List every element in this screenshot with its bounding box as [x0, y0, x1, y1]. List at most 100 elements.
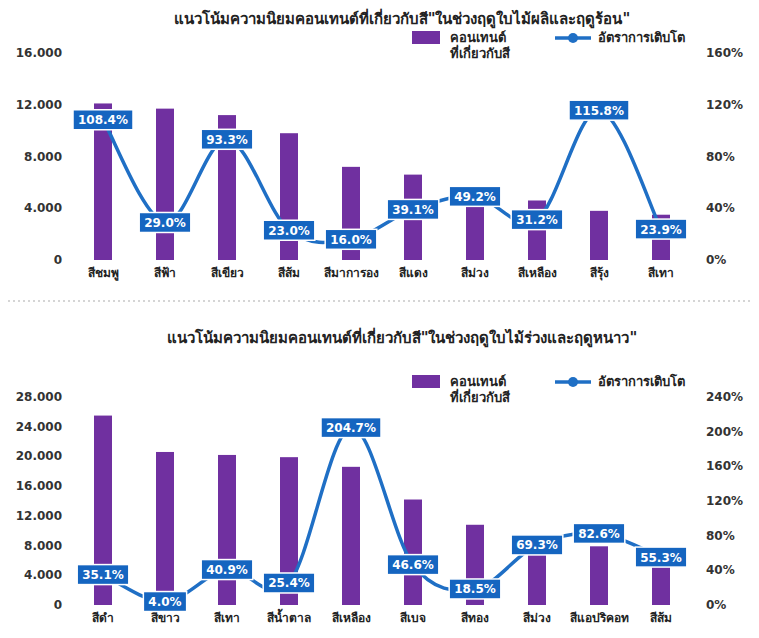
data-label: 18.5% [454, 582, 496, 596]
data-label-box [201, 129, 253, 149]
y-tick-label: 0 [54, 598, 62, 612]
x-tick-label: สีมาการอง [324, 266, 379, 280]
y2-tick-label: 120% [706, 98, 743, 112]
line [103, 428, 661, 602]
bar [156, 109, 174, 260]
y-tick-label: 16.000 [16, 479, 62, 493]
y-tick-label: 4.000 [24, 201, 62, 215]
x-tick-label: สีชมพู [88, 266, 119, 281]
data-label-box [449, 579, 501, 599]
y2-tick-label: 0% [706, 253, 726, 267]
y-tick-label: 8.000 [24, 539, 62, 553]
legend-label-line: คอนเทนต์ [450, 30, 511, 45]
x-tick-label: สีเขียว [211, 266, 244, 280]
x-tick-label: สีส้ม [278, 266, 300, 280]
x-tick-label: สีส้ม [650, 611, 672, 625]
legend-label-line: ที่เกี่ยวกับสี [450, 388, 510, 405]
y-tick-label: 0 [54, 253, 62, 267]
data-label-box [635, 219, 687, 239]
x-tick-label: สีทอง [461, 611, 489, 625]
data-label: 49.2% [454, 190, 496, 204]
bar [590, 211, 608, 260]
y-tick-label: 4.000 [24, 568, 62, 582]
separator [8, 300, 751, 302]
chart: แนวโน้มความนิยมคอนเทนต์ที่เกี่ยวกับสี"ใน… [16, 8, 743, 281]
data-label-box [449, 186, 501, 206]
figure: แนวโน้มความนิยมคอนเทนต์ที่เกี่ยวกับสี"ใน… [0, 0, 759, 638]
data-label-box [511, 535, 563, 555]
y2-tick-label: 80% [706, 150, 735, 164]
y-tick-label: 28.000 [16, 390, 62, 404]
x-tick-label: สีเหลือง [518, 266, 557, 280]
x-tick-label: สีเทา [648, 266, 674, 280]
data-label: 46.6% [392, 558, 434, 572]
data-label-box [263, 573, 315, 593]
data-label-box [511, 210, 563, 230]
data-label-box [143, 592, 186, 612]
y2-tick-label: 80% [706, 529, 735, 543]
legend-label: อัตราการเติบโต [598, 29, 685, 45]
legend: คอนเทนต์ ที่เกี่ยวกับสี อัตราการเติบโต [412, 29, 685, 61]
data-label: 40.9% [206, 563, 248, 577]
x-tick-label: สีเทา [214, 611, 240, 625]
data-label-box [201, 560, 253, 580]
title: แนวโน้มความนิยมคอนเทนต์ที่เกี่ยวกับสี"ใน… [167, 327, 638, 348]
legend-swatch [412, 31, 440, 44]
data-labels: 35.1%4.0%40.9%25.4%204.7%46.6%18.5%69.3%… [77, 418, 687, 612]
plot-area [94, 103, 670, 260]
x-tick-label: สีเหลือง [332, 611, 371, 625]
data-label: 4.0% [148, 595, 181, 609]
x-tick-label: สีแอปริคอท [570, 611, 629, 625]
data-label: 93.3% [206, 133, 248, 147]
legend-marker [568, 377, 578, 387]
bar [342, 467, 360, 605]
y-tick-label: 24.000 [16, 420, 62, 434]
x-tick-label: สีดำ [92, 611, 114, 625]
data-label: 115.8% [574, 104, 624, 118]
bar [590, 546, 608, 605]
legend-label: อัตราการเติบโต [598, 373, 685, 389]
data-label-box [263, 220, 315, 240]
legend-swatch [412, 375, 440, 388]
data-label-box [387, 199, 439, 219]
x-tick-label: สีน้ำตาล [267, 608, 311, 625]
data-label: 69.3% [516, 538, 558, 552]
title: แนวโน้มความนิยมคอนเทนต์ที่เกี่ยวกับสี"ใน… [174, 8, 631, 29]
data-label-box [77, 565, 129, 585]
x-tick-label: สีขาว [151, 611, 180, 625]
y-tick-label: 8.000 [24, 150, 62, 164]
x-tick-label: สีม่วง [461, 266, 489, 280]
y-tick-label: 12.000 [16, 98, 62, 112]
legend: คอนเทนต์ ที่เกี่ยวกับสี อัตราการเติบโต [412, 373, 685, 405]
x-tick-label: สีแดง [399, 266, 428, 280]
data-label: 23.9% [640, 223, 682, 237]
y2-tick-label: 120% [706, 494, 743, 508]
bar [218, 455, 236, 605]
y2-tick-label: 240% [706, 390, 743, 404]
legend-marker [568, 33, 578, 43]
data-label-box [325, 229, 377, 249]
legend-label-line: อัตราการเติบโต [598, 29, 685, 45]
data-label: 25.4% [268, 576, 310, 590]
data-label-box [635, 547, 687, 567]
legend-label-line: ที่เกี่ยวกับสี [450, 44, 510, 61]
data-label: 108.4% [78, 113, 128, 127]
y-tick-label: 16.000 [16, 46, 62, 60]
x-tick-label: สีม่วง [523, 611, 551, 625]
plot-area [94, 416, 670, 605]
data-label: 35.1% [82, 568, 124, 582]
data-label-box [569, 100, 629, 120]
y2-tick-label: 160% [706, 459, 743, 473]
data-label-box [139, 212, 191, 232]
legend-label: คอนเทนต์ ที่เกี่ยวกับสี [450, 374, 511, 405]
data-label-box [73, 110, 133, 130]
data-label: 39.1% [392, 203, 434, 217]
data-label-box [387, 555, 439, 575]
data-label: 55.3% [640, 551, 682, 565]
y2-tick-label: 200% [706, 425, 743, 439]
x-tick-label: สีเบจ [400, 611, 426, 625]
data-label: 82.6% [578, 527, 620, 541]
y2-tick-label: 0% [706, 598, 726, 612]
data-label: 23.0% [268, 224, 310, 238]
x-tick-label: สีฟ้า [154, 266, 176, 280]
